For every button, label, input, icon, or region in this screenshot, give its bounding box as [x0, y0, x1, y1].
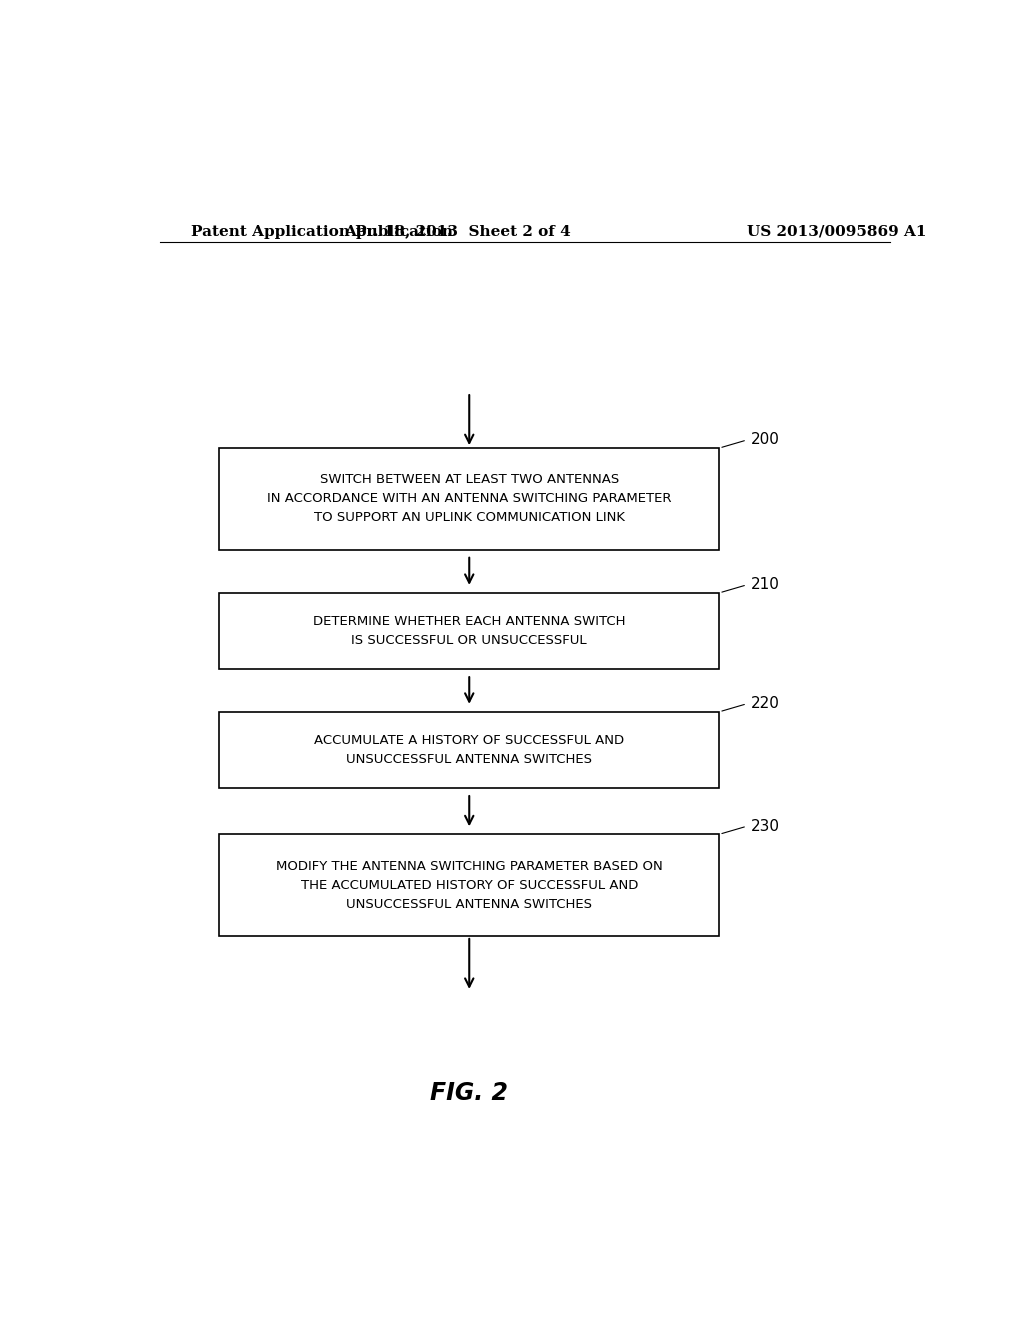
Text: Apr. 18, 2013  Sheet 2 of 4: Apr. 18, 2013 Sheet 2 of 4 [344, 224, 570, 239]
Text: 200: 200 [751, 433, 780, 447]
Text: 230: 230 [751, 818, 780, 834]
Text: 210: 210 [751, 577, 780, 593]
Text: MODIFY THE ANTENNA SWITCHING PARAMETER BASED ON
THE ACCUMULATED HISTORY OF SUCCE: MODIFY THE ANTENNA SWITCHING PARAMETER B… [275, 859, 663, 911]
Text: US 2013/0095869 A1: US 2013/0095869 A1 [748, 224, 927, 239]
Text: FIG. 2: FIG. 2 [430, 1081, 508, 1105]
Text: 220: 220 [751, 696, 780, 711]
Bar [219, 447, 719, 549]
Text: SWITCH BETWEEN AT LEAST TWO ANTENNAS
IN ACCORDANCE WITH AN ANTENNA SWITCHING PAR: SWITCH BETWEEN AT LEAST TWO ANTENNAS IN … [267, 474, 672, 524]
Text: DETERMINE WHETHER EACH ANTENNA SWITCH
IS SUCCESSFUL OR UNSUCCESSFUL: DETERMINE WHETHER EACH ANTENNA SWITCH IS… [313, 615, 626, 647]
Text: Patent Application Publication: Patent Application Publication [191, 224, 454, 239]
Text: ACCUMULATE A HISTORY OF SUCCESSFUL AND
UNSUCCESSFUL ANTENNA SWITCHES: ACCUMULATE A HISTORY OF SUCCESSFUL AND U… [314, 734, 625, 766]
Bar [219, 834, 719, 936]
Bar [219, 711, 719, 788]
Bar [219, 593, 719, 669]
